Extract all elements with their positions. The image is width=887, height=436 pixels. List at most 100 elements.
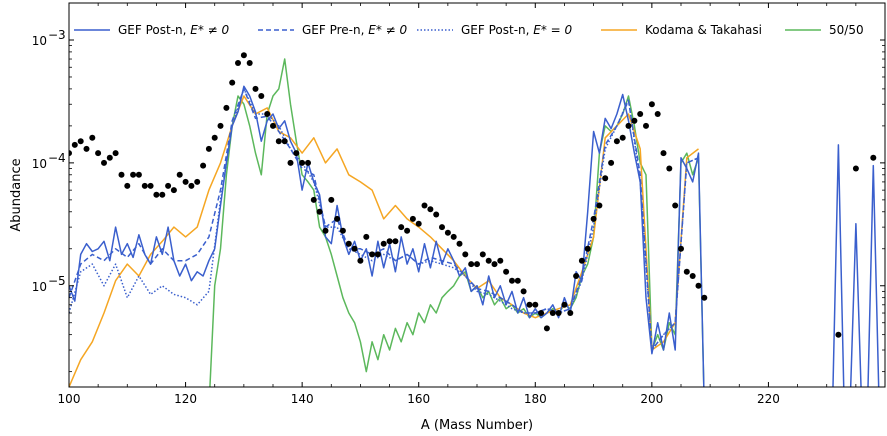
observed-point <box>124 182 131 189</box>
legend-label: Kodama & Takahasi <box>645 23 762 37</box>
observed-point <box>223 104 230 111</box>
y-tick-label: 10 <box>32 34 47 48</box>
observed-point <box>188 182 195 189</box>
observed-point <box>485 257 492 264</box>
x-tick-label: 140 <box>291 392 314 406</box>
observed-point <box>130 171 137 178</box>
observed-point <box>386 238 393 245</box>
x-tick-label: 200 <box>640 392 663 406</box>
observed-point <box>351 245 358 252</box>
x-tick-label: 100 <box>58 392 81 406</box>
observed-point <box>613 138 620 145</box>
observed-point <box>625 122 632 129</box>
observed-point <box>462 251 469 258</box>
observed-point <box>439 224 445 231</box>
observed-point <box>689 273 696 279</box>
observed-point <box>112 150 119 157</box>
observed-point <box>608 159 615 166</box>
observed-point <box>118 171 125 178</box>
observed-point <box>83 145 90 152</box>
observed-point <box>229 79 236 86</box>
observed-point <box>258 93 265 99</box>
observed-point <box>543 325 550 332</box>
observed-point <box>316 208 323 215</box>
observed-point <box>392 238 399 245</box>
observed-point <box>235 60 241 66</box>
y-tick-label: 10 <box>32 280 47 294</box>
observed-point <box>270 122 276 129</box>
legend-label: GEF Post-n, E* ≠ 0 <box>118 23 230 37</box>
observed-point <box>648 101 655 108</box>
observed-point <box>503 268 510 275</box>
observed-point <box>852 165 859 172</box>
series-line-2 <box>69 88 699 351</box>
observed-point <box>293 150 300 157</box>
observed-point <box>415 220 422 227</box>
observed-point <box>363 233 370 240</box>
y-axis-label: Abundance <box>9 158 24 231</box>
observed-point <box>299 159 306 166</box>
observed-point <box>561 301 568 308</box>
observed-point <box>374 251 381 258</box>
observed-point <box>71 141 78 148</box>
observed-point <box>573 273 580 279</box>
observed-point <box>590 215 597 222</box>
legend-math: E* ≠ 0 <box>368 23 407 37</box>
legend-label: GEF Post-n, E* = 0 <box>461 23 573 37</box>
observed-point <box>345 240 352 247</box>
observed-point <box>159 191 166 198</box>
observed-point <box>450 233 457 240</box>
observed-point <box>631 117 638 124</box>
observed-point <box>398 224 405 231</box>
observed-point <box>584 245 591 252</box>
observed-point <box>264 111 271 117</box>
observed-point <box>205 145 212 152</box>
y-tick-exponent: −3 <box>48 28 66 42</box>
observed-point <box>468 261 475 268</box>
observed-point <box>334 215 341 222</box>
observed-point <box>596 202 603 209</box>
observed-point <box>305 159 311 166</box>
x-tick-label: 180 <box>524 392 547 406</box>
observed-point <box>479 251 486 258</box>
observed-point <box>182 178 189 185</box>
observed-point <box>520 288 527 295</box>
observed-point <box>474 261 480 268</box>
observed-point <box>532 301 539 308</box>
observed-point <box>369 251 376 258</box>
observed-point <box>701 294 708 301</box>
observed-point <box>497 257 504 264</box>
observed-point <box>404 227 411 234</box>
observed-point <box>555 310 562 316</box>
observed-point <box>870 154 877 161</box>
y-tick-exponent: −4 <box>48 151 66 165</box>
observed-point <box>339 227 346 234</box>
observed-point <box>194 178 201 185</box>
observed-point <box>672 202 679 209</box>
observed-point <box>380 240 387 247</box>
observed-point <box>602 175 609 182</box>
observed-point <box>165 182 172 189</box>
plot-background <box>69 3 885 387</box>
observed-point <box>444 229 451 236</box>
legend: GEF Post-n, E* ≠ 0 GEF Pre-n, E* ≠ 0 GEF P… <box>74 23 864 37</box>
observed-point <box>77 138 84 145</box>
observed-point <box>281 138 288 145</box>
observed-point <box>683 268 690 275</box>
series-line-0 <box>69 85 880 387</box>
y-tick-exponent: −5 <box>48 274 66 288</box>
observed-point <box>421 202 428 209</box>
legend-math: E* ≠ 0 <box>190 23 229 37</box>
observed-point <box>509 277 515 284</box>
observed-point <box>637 111 644 117</box>
observed-point <box>433 211 440 218</box>
x-tick-label: 160 <box>407 392 430 406</box>
observed-point <box>538 310 545 316</box>
observed-point <box>211 134 218 141</box>
observed-point <box>95 150 102 157</box>
y-tick-label: 10 <box>32 157 47 171</box>
observed-point <box>217 122 224 129</box>
x-tick-label: 120 <box>174 392 197 406</box>
x-axis-label: A (Mass Number) <box>421 418 533 433</box>
